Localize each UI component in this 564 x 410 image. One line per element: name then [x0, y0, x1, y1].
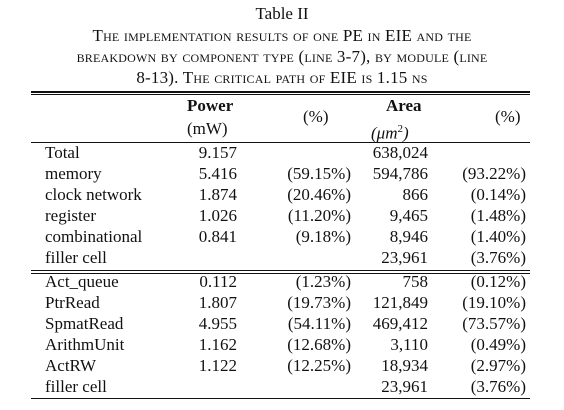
header-area-pct: (%): [495, 107, 521, 126]
row-label: combinational: [45, 227, 143, 246]
header-area: Area: [386, 96, 422, 115]
header-area-unit: (μm2): [371, 123, 409, 143]
area-value: 758: [402, 272, 429, 291]
area-percent: (0.14%): [470, 185, 526, 204]
power-value: 1.874: [198, 185, 237, 204]
area-percent: (19.10%): [462, 293, 526, 312]
row-label: ActRW: [45, 356, 96, 375]
power-percent: (59.15%): [287, 164, 351, 183]
area-value: 866: [402, 185, 429, 204]
header-power-unit: (mW): [187, 119, 228, 138]
area-value: 23,961: [381, 248, 428, 267]
power-value: 1.807: [198, 293, 237, 312]
area-value: 3,110: [390, 335, 428, 354]
area-value: 9,465: [389, 206, 428, 225]
area-value: 469,412: [372, 314, 428, 333]
power-value: 5.416: [198, 164, 237, 183]
power-value: 1.162: [198, 335, 237, 354]
power-value: 9.157: [198, 143, 237, 162]
table-top-rule-inner: [31, 94, 530, 95]
row-label: Total: [45, 143, 80, 162]
table-label: Table II: [255, 4, 309, 23]
power-percent: (1.23%): [295, 272, 351, 291]
area-percent: (0.12%): [470, 272, 526, 291]
power-percent: (20.46%): [287, 185, 351, 204]
power-value: 0.112: [199, 272, 237, 291]
group-divider-rule-inner: [31, 273, 530, 274]
area-value: 8,946: [389, 227, 428, 246]
area-percent: (1.48%): [470, 206, 526, 225]
power-percent: (54.11%): [287, 314, 351, 333]
power-percent: (12.25%): [287, 356, 351, 375]
row-label: PtrRead: [45, 293, 100, 312]
row-label: filler cell: [45, 377, 107, 396]
caption-line-1: The implementation results of one PE in …: [92, 26, 472, 45]
area-value: 121,849: [372, 293, 428, 312]
area-percent: (73.57%): [462, 314, 526, 333]
area-percent: (2.97%): [470, 356, 526, 375]
caption-line-3: 8-13). The critical path of EIE is 1.15 …: [136, 68, 428, 87]
row-label: filler cell: [45, 248, 107, 267]
power-value: 1.026: [198, 206, 237, 225]
row-label: register: [45, 206, 96, 225]
area-value: 638,024: [372, 143, 428, 162]
row-label: SpmatRead: [45, 314, 124, 333]
area-value: 23,961: [381, 377, 428, 396]
power-value: 1.122: [198, 356, 237, 375]
row-label: memory: [45, 164, 102, 183]
area-percent: (3.76%): [470, 377, 526, 396]
area-percent: (3.76%): [470, 248, 526, 267]
area-percent: (1.40%): [470, 227, 526, 246]
header-power-pct: (%): [303, 107, 329, 126]
caption-line-2: breakdown by component type (line 3-7), …: [76, 47, 488, 66]
area-value: 594,786: [372, 164, 428, 183]
table-top-rule: [31, 91, 530, 93]
row-label: clock network: [45, 185, 142, 204]
table-bottom-rule: [31, 398, 530, 399]
row-label: ArithmUnit: [45, 335, 125, 354]
header-rule: [31, 142, 530, 143]
power-percent: (19.73%): [287, 293, 351, 312]
power-percent: (11.20%): [287, 206, 351, 225]
power-value: 0.841: [198, 227, 237, 246]
area-percent: (0.49%): [470, 335, 526, 354]
area-value: 18,934: [381, 356, 428, 375]
power-value: 4.955: [198, 314, 237, 333]
area-percent: (93.22%): [462, 164, 526, 183]
row-label: Act_queue: [45, 272, 119, 291]
group-divider-rule: [31, 270, 530, 271]
power-percent: (9.18%): [295, 227, 351, 246]
power-percent: (12.68%): [287, 335, 351, 354]
header-power: Power: [187, 96, 234, 115]
